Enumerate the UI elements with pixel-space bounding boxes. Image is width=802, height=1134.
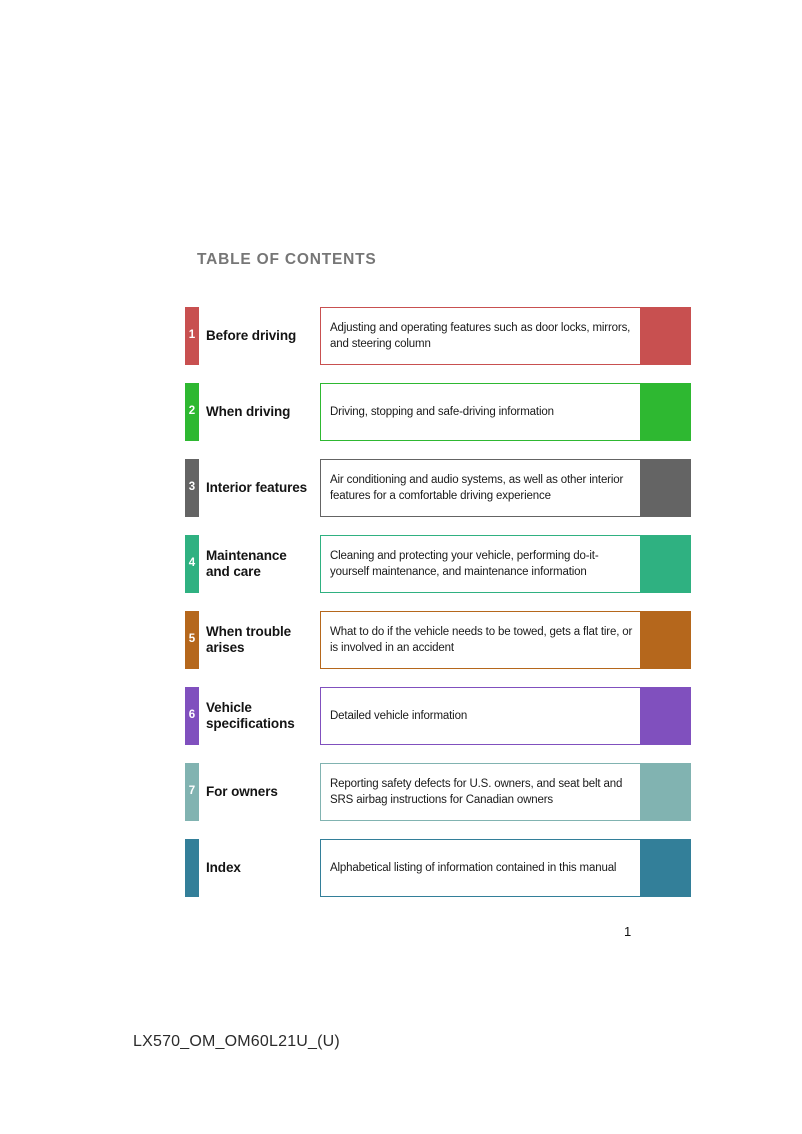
toc-row[interactable]: 7 For owners Reporting safety defects fo… [185, 763, 691, 821]
chapter-number-tab: 6 [185, 687, 199, 745]
toc-row[interactable]: 5 When trouble arises What to do if the … [185, 611, 691, 669]
chapter-number-tab [185, 839, 199, 897]
chapter-title: Interior features [206, 480, 308, 495]
chapter-description-box: Driving, stopping and safe-driving infor… [320, 383, 641, 441]
chapter-description: Air conditioning and audio systems, as w… [330, 473, 624, 503]
chapter-title: Vehicle specifications [206, 700, 295, 731]
chapter-number: 3 [188, 481, 196, 494]
chapter-color-block [641, 459, 691, 517]
chapter-number-tab: 7 [185, 763, 199, 821]
chapter-title: For owners [206, 784, 278, 799]
chapter-color-block [641, 307, 691, 365]
chapter-title: When driving [206, 404, 291, 419]
chapter-color-block [641, 611, 691, 669]
chapter-color-block [641, 763, 691, 821]
chapter-title: When trouble arises [206, 624, 292, 655]
chapter-number: 4 [188, 557, 196, 570]
chapter-number: 6 [188, 709, 196, 722]
toc-row[interactable]: 3 Interior features Air conditioning and… [185, 459, 691, 517]
chapter-number: 2 [188, 405, 196, 418]
chapter-number-tab: 1 [185, 307, 199, 365]
chapter-number: 7 [188, 785, 196, 798]
document-code: LX570_OM_OM60L21U_(U) [133, 1033, 340, 1050]
chapter-number-tab: 2 [185, 383, 199, 441]
chapter-description-box: Air conditioning and audio systems, as w… [320, 459, 641, 517]
chapter-description: What to do if the vehicle needs to be to… [330, 625, 633, 655]
chapter-description: Reporting safety defects for U.S. owners… [330, 777, 623, 807]
chapter-number-tab: 4 [185, 535, 199, 593]
chapter-description-box: Cleaning and protecting your vehicle, pe… [320, 535, 641, 593]
toc-row[interactable]: 4 Maintenance and care Cleaning and prot… [185, 535, 691, 593]
chapter-description-box: What to do if the vehicle needs to be to… [320, 611, 641, 669]
page-title: TABLE OF CONTENTS [197, 251, 377, 268]
chapter-title: Before driving [206, 328, 297, 343]
toc-list: 1 Before driving Adjusting and operating… [185, 307, 691, 915]
page-number: 1 [624, 924, 632, 939]
chapter-color-block [641, 687, 691, 745]
chapter-number: 5 [188, 633, 196, 646]
chapter-description-box: Reporting safety defects for U.S. owners… [320, 763, 641, 821]
chapter-description: Cleaning and protecting your vehicle, pe… [330, 549, 599, 579]
toc-row[interactable]: 2 When driving Driving, stopping and saf… [185, 383, 691, 441]
chapter-color-block [641, 839, 691, 897]
chapter-description-box: Alphabetical listing of information cont… [320, 839, 641, 897]
chapter-title: Maintenance and care [206, 548, 287, 579]
chapter-number-tab: 5 [185, 611, 199, 669]
chapter-description-box: Detailed vehicle information [320, 687, 641, 745]
toc-row[interactable]: 1 Before driving Adjusting and operating… [185, 307, 691, 365]
chapter-description-box: Adjusting and operating features such as… [320, 307, 641, 365]
toc-row[interactable]: Index Alphabetical listing of informatio… [185, 839, 691, 897]
chapter-description: Detailed vehicle information [330, 709, 468, 722]
chapter-description: Driving, stopping and safe-driving infor… [330, 405, 554, 418]
chapter-color-block [641, 383, 691, 441]
chapter-description: Alphabetical listing of information cont… [330, 861, 617, 874]
chapter-title: Index [206, 860, 241, 875]
chapter-number: 1 [188, 329, 196, 342]
chapter-description: Adjusting and operating features such as… [330, 321, 631, 351]
chapter-color-block [641, 535, 691, 593]
toc-row[interactable]: 6 Vehicle specifications Detailed vehicl… [185, 687, 691, 745]
chapter-number-tab: 3 [185, 459, 199, 517]
